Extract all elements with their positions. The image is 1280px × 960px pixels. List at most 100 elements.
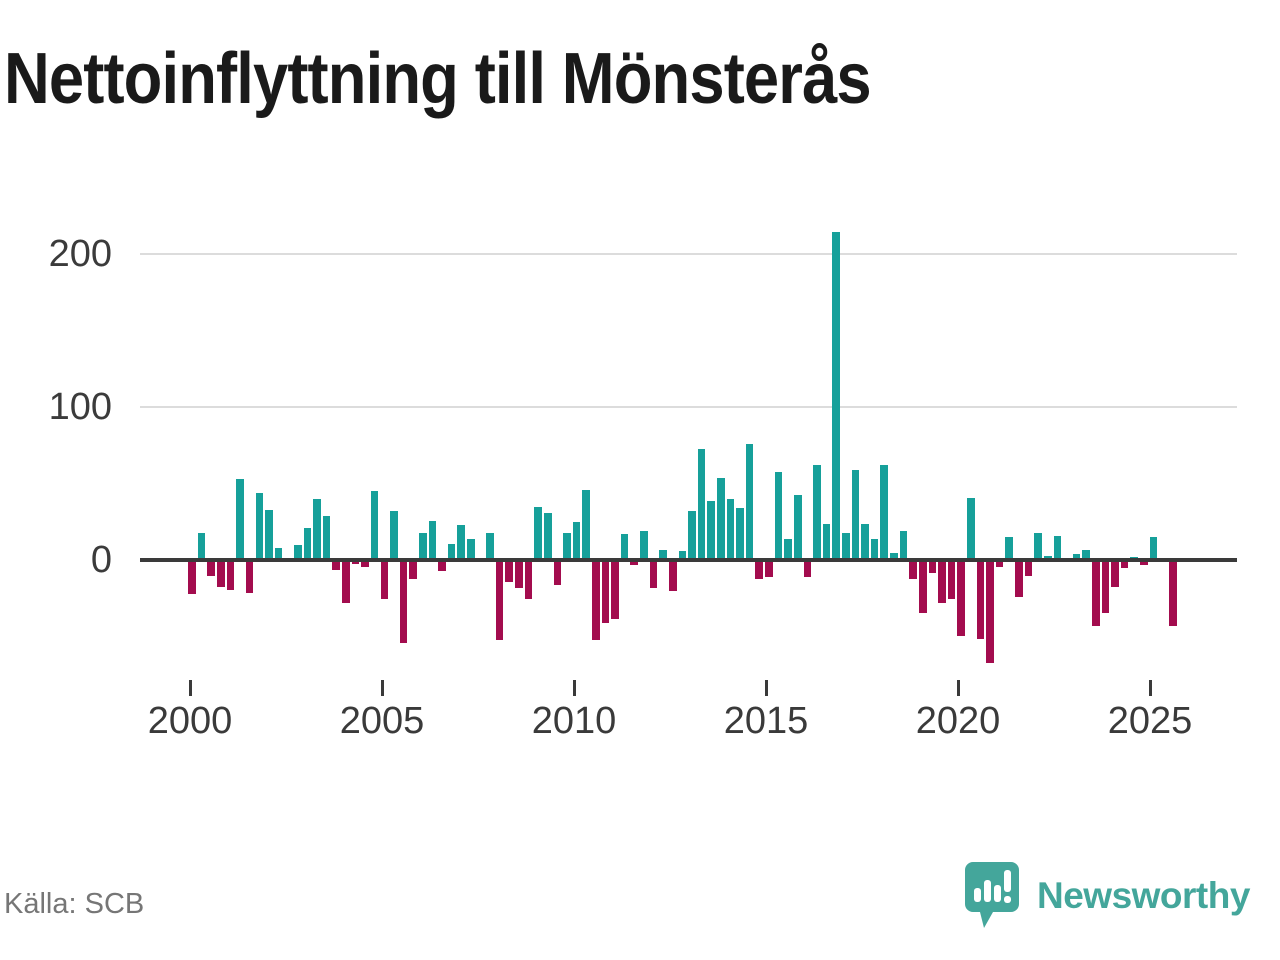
- x-tick-2000: [189, 680, 192, 696]
- bar: [784, 539, 792, 561]
- bar: [1092, 560, 1100, 627]
- bar: [947, 560, 956, 599]
- bar: [293, 545, 302, 561]
- bar: [668, 560, 677, 592]
- bar: [1140, 560, 1148, 566]
- bar: [928, 560, 937, 573]
- y-axis-tick-label-0: 0: [90, 539, 112, 581]
- bar: [495, 560, 504, 641]
- x-axis-tick-label-2020: 2020: [915, 700, 1001, 742]
- x-tick-2020: [957, 680, 960, 696]
- bar: [861, 523, 869, 561]
- x-axis-tick-label-2005: 2005: [339, 700, 425, 742]
- bar: [245, 560, 254, 593]
- bar: [995, 560, 1004, 567]
- gridline-200: [140, 253, 1237, 255]
- bar: [390, 511, 398, 561]
- bar: [1168, 560, 1177, 627]
- bar: [851, 470, 860, 561]
- x-axis-tick-label-2025: 2025: [1107, 700, 1193, 742]
- bar: [842, 532, 850, 561]
- bar: [880, 465, 889, 561]
- bar: [707, 500, 715, 561]
- bar: [370, 491, 379, 561]
- bar: [226, 560, 235, 590]
- bar: [803, 560, 812, 578]
- x-tick-2025: [1149, 680, 1152, 696]
- newsworthy-wordmark: Newsworthy: [1037, 875, 1250, 916]
- bar: [438, 560, 446, 572]
- bar: [380, 560, 389, 599]
- x-axis-tick-label-2015: 2015: [723, 700, 809, 742]
- bar: [726, 499, 735, 561]
- bar: [399, 560, 408, 644]
- bar: [793, 494, 802, 561]
- bar: [967, 497, 975, 561]
- y-axis-tick-label-200: 200: [48, 233, 112, 275]
- bar: [592, 560, 600, 641]
- bar: [986, 560, 994, 664]
- newsworthy-logo-icon: [965, 862, 1019, 928]
- bar: [1111, 560, 1119, 587]
- bar: [909, 560, 917, 579]
- x-tick-2015: [765, 680, 768, 696]
- bar: [957, 560, 965, 636]
- bar: [1082, 549, 1090, 561]
- bar: [1101, 560, 1110, 613]
- bar: [717, 477, 725, 561]
- bar: [342, 560, 350, 604]
- bar: [688, 511, 696, 561]
- bar: [899, 531, 908, 561]
- bar: [1149, 537, 1158, 561]
- bar: [351, 560, 360, 564]
- bar: [697, 448, 706, 561]
- bar: [418, 532, 427, 561]
- bar: [745, 443, 754, 561]
- bar: [217, 560, 225, 587]
- bar: [918, 560, 927, 613]
- source-label: Källa: SCB: [4, 888, 145, 920]
- x-axis-tick-label-2010: 2010: [531, 700, 617, 742]
- x-tick-2010: [573, 680, 576, 696]
- bar: [822, 523, 831, 561]
- bar: [572, 522, 581, 561]
- bar: [765, 560, 773, 578]
- bar: [611, 560, 619, 619]
- bar: [1015, 560, 1023, 598]
- bar: [236, 479, 244, 561]
- bar: [736, 508, 744, 561]
- bar: [1024, 560, 1033, 576]
- bar: [976, 560, 985, 639]
- bar: [1034, 532, 1042, 561]
- bar: [1005, 537, 1014, 561]
- bar: [265, 509, 273, 561]
- newsworthy-logo: Newsworthy: [963, 860, 1275, 932]
- bar: [543, 512, 552, 561]
- bar: [313, 499, 321, 561]
- bar: [447, 543, 456, 561]
- bar: [274, 548, 283, 561]
- x-axis-zero-line: [140, 558, 1237, 562]
- bar: [755, 560, 764, 579]
- bar: [457, 525, 465, 561]
- bar: [467, 539, 475, 561]
- bar: [563, 532, 571, 561]
- bar: [1120, 560, 1129, 569]
- bar: [361, 560, 369, 567]
- bar: [640, 531, 648, 561]
- x-axis-tick-label-2000: 2000: [147, 700, 233, 742]
- bar: [553, 560, 562, 586]
- bar: [659, 549, 667, 561]
- bar: [303, 528, 312, 561]
- bar: [255, 493, 264, 561]
- chart-title: Nettoinflyttning till Mönsterås: [4, 39, 872, 119]
- bar: [486, 532, 494, 561]
- bar: [649, 560, 658, 589]
- bar: [601, 560, 610, 624]
- bar: [524, 560, 533, 599]
- gridline-100: [140, 406, 1237, 408]
- bar: [813, 465, 821, 561]
- y-axis-tick-label-100: 100: [48, 386, 112, 428]
- bar: [428, 520, 437, 561]
